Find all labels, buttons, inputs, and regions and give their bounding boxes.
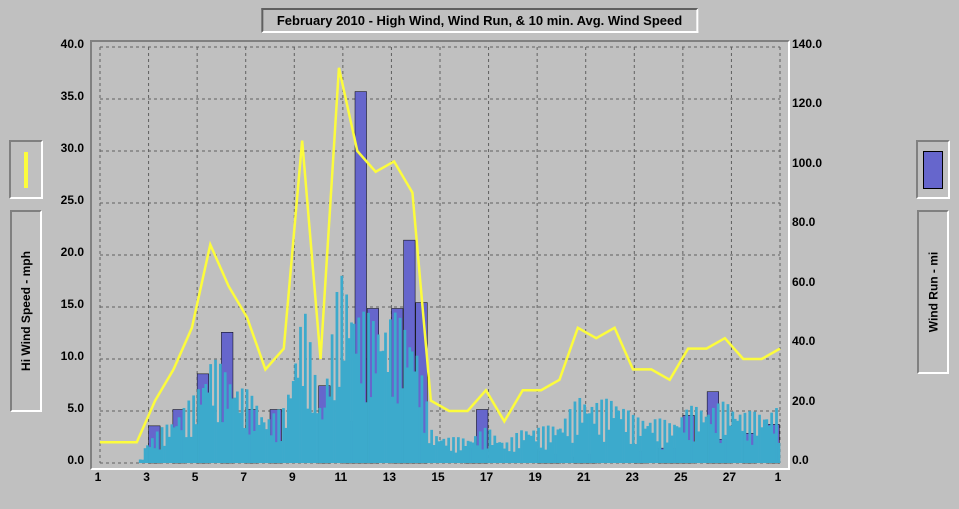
axis-tick: 80.0 bbox=[792, 215, 842, 229]
axis-tick: 13 bbox=[383, 470, 396, 484]
axis-tick: 15 bbox=[431, 470, 444, 484]
axis-tick: 15.0 bbox=[44, 297, 84, 311]
legend-line-swatch bbox=[9, 140, 43, 199]
axis-tick: 0.0 bbox=[44, 453, 84, 467]
axis-tick: 40.0 bbox=[44, 37, 84, 51]
chart-title: February 2010 - High Wind, Wind Run, & 1… bbox=[261, 8, 698, 33]
axis-tick: 0.0 bbox=[792, 453, 842, 467]
axis-tick: 20.0 bbox=[792, 394, 842, 408]
chart-svg bbox=[92, 42, 788, 468]
axis-tick: 60.0 bbox=[792, 275, 842, 289]
axis-tick: 7 bbox=[240, 470, 247, 484]
axis-tick: 30.0 bbox=[44, 141, 84, 155]
axis-tick: 11 bbox=[335, 470, 348, 484]
axis-tick: 120.0 bbox=[792, 96, 842, 110]
axis-tick: 27 bbox=[723, 470, 736, 484]
legend-bar-swatch bbox=[916, 140, 950, 199]
legend-line-icon bbox=[24, 152, 28, 188]
axis-tick: 23 bbox=[626, 470, 639, 484]
axis-tick: 5.0 bbox=[44, 401, 84, 415]
axis-tick: 19 bbox=[528, 470, 541, 484]
axis-tick: 100.0 bbox=[792, 156, 842, 170]
y-left-axis-label: Hi Wind Speed - mph bbox=[10, 210, 42, 412]
axis-tick: 17 bbox=[480, 470, 493, 484]
axis-tick: 21 bbox=[577, 470, 590, 484]
axis-tick: 35.0 bbox=[44, 89, 84, 103]
legend-bar-icon bbox=[923, 151, 943, 189]
axis-tick: 1 bbox=[95, 470, 102, 484]
axis-tick: 9 bbox=[289, 470, 296, 484]
axis-tick: 140.0 bbox=[792, 37, 842, 51]
axis-tick: 10.0 bbox=[44, 349, 84, 363]
axis-tick: 3 bbox=[143, 470, 150, 484]
axis-tick: 40.0 bbox=[792, 334, 842, 348]
y-right-axis-label-text: Wind Run - mi bbox=[926, 252, 940, 333]
axis-tick: 25.0 bbox=[44, 193, 84, 207]
chart-plot-area bbox=[90, 40, 790, 470]
axis-tick: 5 bbox=[192, 470, 199, 484]
y-left-axis-label-text: Hi Wind Speed - mph bbox=[19, 251, 33, 371]
axis-tick: 1 bbox=[775, 470, 782, 484]
axis-tick: 20.0 bbox=[44, 245, 84, 259]
y-right-axis-label: Wind Run - mi bbox=[917, 210, 949, 374]
axis-tick: 25 bbox=[674, 470, 687, 484]
